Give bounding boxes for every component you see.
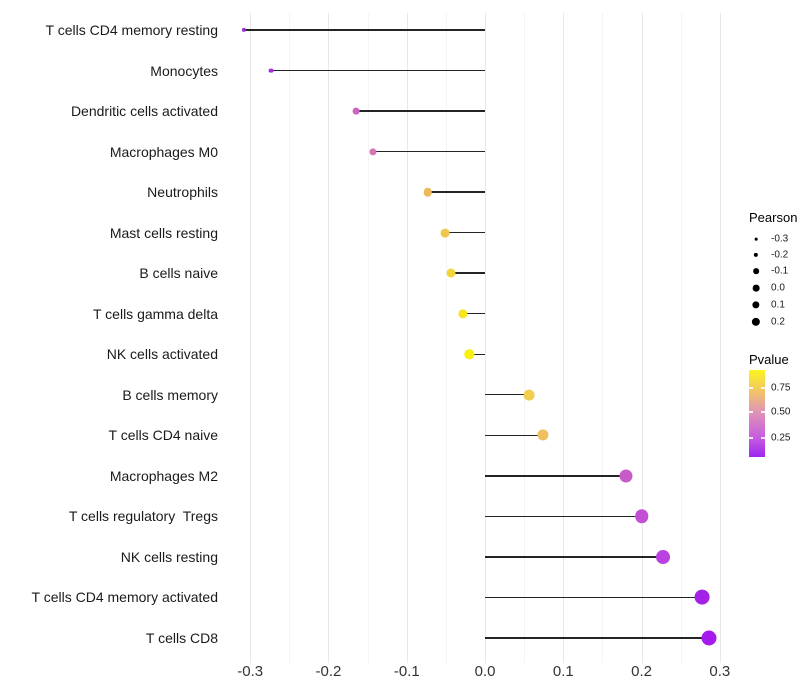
- pvalue-bar-tick: [761, 437, 765, 439]
- pearson-legend-label: -0.2: [771, 249, 789, 261]
- lollipop-dot: [655, 549, 670, 564]
- pvalue-bar-tick: [749, 411, 753, 413]
- lollipop-stem: [243, 29, 486, 31]
- category-label: B cells memory: [122, 386, 218, 403]
- pvalue-bar-tick: [761, 411, 765, 413]
- category-label: T cells CD4 memory resting: [45, 22, 218, 38]
- pearson-legend-label: -0.3: [771, 233, 789, 245]
- category-label: T cells CD4 memory activated: [31, 589, 218, 606]
- lollipop-dot: [634, 509, 649, 524]
- lollipop-dot: [423, 187, 433, 197]
- lollipop-dot: [464, 349, 475, 359]
- lollipop-stem: [271, 69, 485, 72]
- gridline-major: [485, 13, 487, 663]
- gridline-minor: [445, 13, 447, 663]
- category-label: B cells naive: [139, 265, 218, 282]
- lollipop-stem: [355, 110, 486, 112]
- lollipop-stem: [451, 272, 485, 274]
- category-label: NK cells activated: [106, 346, 218, 363]
- x-axis-tick-label: 0.2: [631, 663, 652, 680]
- gridline-major: [328, 13, 330, 663]
- lollipop-stem: [463, 313, 485, 315]
- lollipop-dot: [458, 309, 468, 319]
- legend-pvalue-color: Pvalue 0.75 0.50 0.25: [745, 352, 800, 467]
- pearson-legend-dot: [752, 301, 760, 309]
- gridline-major: [250, 13, 252, 663]
- lollipop-stem: [427, 191, 485, 193]
- x-axis-tick-label: 0.0: [474, 663, 496, 680]
- pearson-legend-label: -0.1: [771, 265, 789, 277]
- category-label: Macrophages M0: [109, 143, 218, 160]
- pvalue-bar-tick: [749, 387, 753, 389]
- x-axis-tick-label: 0.3: [709, 663, 731, 680]
- gridline-minor: [680, 13, 682, 663]
- pearson-legend-dot: [753, 252, 759, 258]
- lollipop-stem: [485, 475, 626, 477]
- lollipop-stem: [445, 231, 485, 234]
- lollipop-stem: [485, 434, 543, 436]
- category-label: T cells regulatory Tregs: [68, 508, 218, 525]
- pvalue-gradient-bar: [749, 370, 765, 457]
- legend-pearson-title: Pearson: [749, 210, 798, 225]
- x-axis-tick-label: -0.3: [237, 663, 264, 680]
- gridline-major: [641, 13, 643, 663]
- pearson-legend-dot: [753, 268, 759, 274]
- lollipop-dot: [440, 228, 450, 238]
- pearson-legend-dot: [751, 317, 761, 327]
- category-label: Dendritic cells activated: [70, 103, 218, 120]
- category-label: T cells gamma delta: [92, 305, 218, 322]
- gridline-major: [563, 13, 565, 663]
- lollipop-dot: [619, 469, 633, 483]
- pearson-legend-label: 0.2: [771, 316, 785, 328]
- gridline-minor: [524, 13, 526, 663]
- pearson-legend-dot: [754, 237, 758, 241]
- category-label: Macrophages M2: [109, 467, 218, 484]
- lollipop-stem: [485, 394, 529, 396]
- lollipop-dot: [352, 107, 360, 115]
- pvalue-legend-label: 0.75: [771, 382, 791, 394]
- lollipop-dot: [694, 589, 710, 605]
- pearson-legend-label: 0.0: [771, 282, 785, 294]
- legend-pvalue-title: Pvalue: [749, 352, 789, 367]
- lollipop-stem: [485, 556, 663, 558]
- lollipop-dot: [268, 68, 274, 73]
- pvalue-legend-label: 0.50: [771, 406, 791, 418]
- gridline-minor: [602, 13, 604, 663]
- lollipop-dot: [701, 630, 717, 646]
- pearson-legend-label: 0.1: [771, 299, 785, 311]
- lollipop-stem: [485, 637, 709, 639]
- x-axis-tick-label: 0.1: [552, 663, 574, 680]
- category-label: Mast cells resting: [109, 224, 218, 241]
- category-label: T cells CD8: [145, 629, 218, 646]
- gridline-minor: [289, 13, 291, 663]
- lollipop-stem: [485, 515, 642, 518]
- lollipop-dot: [537, 429, 549, 441]
- gridline-minor: [367, 13, 369, 663]
- pvalue-bar-tick: [749, 437, 753, 439]
- lollipop-dot: [523, 389, 535, 401]
- category-label: T cells CD4 naive: [108, 427, 218, 444]
- lollipop-dot: [446, 268, 456, 278]
- x-axis-tick-label: -0.1: [393, 663, 420, 680]
- lollipop-stem: [373, 150, 486, 153]
- pvalue-legend-label: 0.25: [771, 432, 791, 444]
- pearson-legend-dot: [752, 284, 760, 292]
- category-label: NK cells resting: [120, 548, 218, 565]
- x-axis-tick-label: -0.2: [315, 663, 342, 680]
- pvalue-bar-tick: [761, 387, 765, 389]
- category-label: Monocytes: [150, 62, 218, 79]
- lollipop-stem: [485, 596, 702, 599]
- gridline-major: [406, 13, 408, 663]
- lollipop-dot: [369, 147, 377, 156]
- lollipop-stem: [469, 353, 485, 355]
- lollipop-dot: [241, 27, 247, 33]
- legend-pearson-size: Pearson -0.3 -0.2 -0.1 0.0 0.1 0.2: [745, 210, 800, 335]
- gridline-major: [719, 13, 721, 663]
- category-label: Neutrophils: [147, 184, 218, 201]
